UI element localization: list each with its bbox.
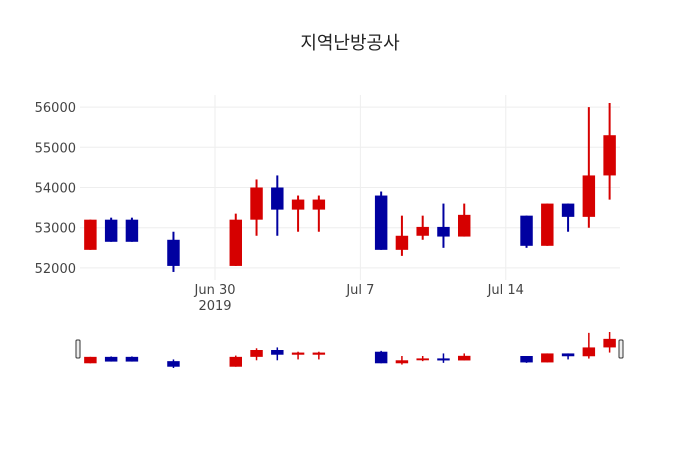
candle-body bbox=[520, 356, 533, 363]
candle-body bbox=[458, 214, 471, 237]
candle-2019-07-04 bbox=[291, 351, 305, 360]
candle-2019-07-08 bbox=[374, 350, 388, 364]
x-tick-label: Jul 14 bbox=[487, 283, 524, 298]
y-axis: 52000 53000 54000 55000 56000 bbox=[35, 101, 76, 277]
y-tick-label: 56000 bbox=[35, 101, 76, 116]
candle-body bbox=[167, 361, 180, 367]
y-tick-label: 55000 bbox=[35, 141, 76, 156]
x-tick-label: Jun 30 bbox=[194, 283, 236, 298]
candle-2019-07-16 bbox=[541, 203, 554, 246]
candle-body bbox=[520, 215, 533, 246]
candle-body bbox=[395, 235, 409, 250]
candle-body bbox=[104, 356, 118, 362]
candle-body bbox=[104, 219, 118, 242]
y-tick-label: 52000 bbox=[35, 262, 76, 277]
candle-body bbox=[291, 199, 305, 210]
candle-body bbox=[125, 219, 139, 242]
candle-2019-07-11 bbox=[437, 353, 450, 363]
range-slider-bg bbox=[80, 332, 620, 368]
candle-2019-07-17 bbox=[561, 353, 575, 360]
candle-body bbox=[271, 350, 284, 355]
candle-2019-07-18 bbox=[582, 107, 596, 228]
candle-2019-06-26 bbox=[125, 356, 139, 362]
candle-body bbox=[374, 195, 388, 250]
candle-2019-07-02 bbox=[250, 348, 263, 361]
candle-2019-07-15 bbox=[520, 215, 533, 248]
candle-body bbox=[603, 135, 616, 176]
chart-title: 지역난방공사 bbox=[300, 33, 400, 54]
candle-2019-07-08 bbox=[374, 191, 388, 250]
candle-2019-07-01 bbox=[229, 213, 242, 266]
candle-2019-06-26 bbox=[125, 217, 139, 242]
candle-2019-07-02 bbox=[250, 179, 263, 236]
candle-body bbox=[312, 199, 326, 210]
range-slider-handle-left[interactable] bbox=[75, 339, 81, 359]
candle-body bbox=[250, 187, 263, 220]
candle-2019-07-04 bbox=[291, 195, 305, 232]
candle-body bbox=[271, 187, 284, 210]
candle-body bbox=[312, 352, 326, 355]
candle-2019-06-28 bbox=[167, 359, 180, 368]
candles bbox=[84, 103, 616, 272]
candle-2019-07-12 bbox=[458, 353, 471, 361]
x-tick-year: 2019 bbox=[198, 299, 231, 314]
candle-2019-07-11 bbox=[437, 203, 450, 248]
candle-body bbox=[582, 175, 596, 217]
candle-body bbox=[603, 338, 616, 348]
candle-body bbox=[84, 356, 97, 364]
candle-body bbox=[541, 203, 554, 246]
candle-body bbox=[167, 239, 180, 266]
candle-2019-06-24 bbox=[84, 219, 97, 250]
candle-body bbox=[582, 347, 596, 357]
y-tick-label: 53000 bbox=[35, 222, 76, 237]
candle-2019-06-28 bbox=[167, 231, 180, 272]
candle-body bbox=[416, 358, 429, 361]
candle-2019-06-24 bbox=[84, 356, 97, 364]
candle-2019-07-19 bbox=[603, 332, 616, 353]
candle-2019-07-19 bbox=[603, 103, 616, 200]
candle-2019-07-10 bbox=[416, 215, 429, 240]
candle-2019-07-12 bbox=[458, 203, 471, 237]
candle-2019-07-01 bbox=[229, 355, 242, 367]
candle-body bbox=[541, 353, 554, 363]
y-tick-label: 54000 bbox=[35, 182, 76, 197]
candle-2019-06-25 bbox=[104, 217, 118, 242]
candle-2019-07-10 bbox=[416, 356, 429, 362]
candle-2019-07-15 bbox=[520, 356, 533, 363]
range-slider-handle-right[interactable] bbox=[618, 339, 624, 359]
candle-body bbox=[561, 353, 575, 357]
candle-2019-07-18 bbox=[582, 332, 596, 359]
candle-2019-07-05 bbox=[312, 351, 326, 360]
candle-body bbox=[229, 219, 242, 266]
candle-2019-06-25 bbox=[104, 356, 118, 362]
candle-body bbox=[458, 355, 471, 361]
candle-2019-07-09 bbox=[395, 215, 409, 256]
candle-2019-07-09 bbox=[395, 356, 409, 365]
candle-body bbox=[374, 351, 388, 364]
grid bbox=[80, 95, 620, 280]
candle-body bbox=[250, 350, 263, 357]
candle-2019-07-05 bbox=[312, 195, 326, 232]
candle-2019-07-03 bbox=[271, 347, 284, 361]
candle-body bbox=[229, 356, 242, 367]
candle-2019-07-03 bbox=[271, 175, 284, 236]
candle-body bbox=[125, 356, 139, 362]
x-tick-label: Jul 7 bbox=[345, 283, 374, 298]
candle-body bbox=[561, 203, 575, 217]
candle-body bbox=[395, 360, 409, 364]
candle-body bbox=[291, 352, 305, 355]
candle-body bbox=[437, 358, 450, 361]
candle-body bbox=[84, 219, 97, 250]
candle-body bbox=[416, 226, 429, 236]
candle-2019-07-17 bbox=[561, 203, 575, 232]
candle-2019-07-16 bbox=[541, 353, 554, 363]
range-slider[interactable] bbox=[75, 332, 624, 368]
candle-body bbox=[437, 226, 450, 237]
